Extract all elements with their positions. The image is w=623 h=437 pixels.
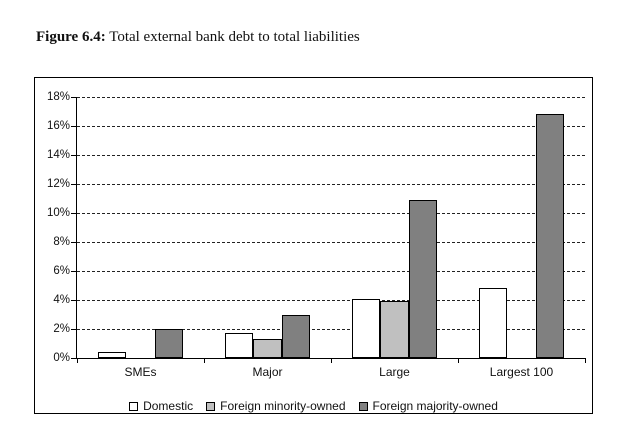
- legend-item-foreign-minority-owned: Foreign minority-owned: [206, 399, 346, 413]
- y-axis-tick: [71, 271, 76, 272]
- bar-foreign-minority-owned-major: [253, 339, 282, 358]
- legend-item-domestic: Domestic: [129, 399, 193, 413]
- gridline: [77, 184, 585, 185]
- y-axis-label: 4%: [53, 294, 70, 306]
- gridline: [77, 155, 585, 156]
- gridline: [77, 300, 585, 301]
- gridline: [77, 242, 585, 243]
- x-axis-tick: [458, 358, 459, 363]
- y-axis-tick: [71, 97, 76, 98]
- y-axis-label: 2%: [53, 323, 70, 335]
- gridline: [77, 329, 585, 330]
- y-axis-tick: [71, 155, 76, 156]
- y-axis-label: 16%: [46, 120, 70, 132]
- y-axis-tick: [71, 126, 76, 127]
- chart-legend: Domestic Foreign minority-owned Foreign ma…: [35, 399, 592, 413]
- x-axis-tick: [585, 358, 586, 363]
- gridline: [77, 271, 585, 272]
- legend-label: Domestic: [143, 399, 194, 413]
- legend-label: Foreign minority-owned: [220, 399, 346, 413]
- bar-domestic-largest-100: [479, 288, 508, 358]
- y-axis-label: 10%: [46, 207, 70, 219]
- y-axis-tick: [71, 300, 76, 301]
- x-axis-label: Large: [379, 365, 410, 379]
- y-axis-tick: [71, 329, 76, 330]
- bar-foreign-minority-owned-large: [380, 301, 409, 358]
- legend-label: Foreign majority-owned: [372, 399, 498, 413]
- bar-domestic-large: [352, 298, 381, 358]
- y-axis-label: 12%: [46, 178, 70, 190]
- chart-frame: SMEs Major Large Largest 100 0% 2% 4% 6% 8% 10% 1…: [34, 77, 593, 414]
- y-axis-tick: [71, 213, 76, 214]
- y-axis-tick: [71, 242, 76, 243]
- x-axis-label: SMEs: [124, 365, 157, 379]
- plot-area: SMEs Major Large Largest 100: [76, 97, 586, 379]
- bar-foreign-majority-owned-major: [281, 314, 310, 358]
- legend-item-foreign-majority-owned: Foreign majority-owned: [358, 399, 498, 413]
- figure-number-label: Figure 6.4:: [36, 29, 106, 45]
- x-axis-tick: [204, 358, 205, 363]
- bar-domestic-smes: [98, 352, 127, 358]
- y-axis-label: 14%: [46, 149, 70, 161]
- bar-domestic-major: [225, 333, 254, 358]
- gridline: [77, 213, 585, 214]
- gridline: [77, 97, 585, 98]
- x-axis-tick: [331, 358, 332, 363]
- x-axis-label: Largest 100: [489, 365, 554, 379]
- y-axis-label: 6%: [53, 265, 70, 277]
- y-axis-tick: [71, 184, 76, 185]
- y-axis-label: 8%: [53, 236, 70, 248]
- gridline: [77, 126, 585, 127]
- x-axis-label: Major: [252, 365, 283, 379]
- legend-swatch-foreign-minority-owned: [206, 401, 216, 411]
- y-axis-label: 0%: [53, 352, 70, 364]
- figure-caption: Total external bank debt to total liabil…: [105, 29, 360, 45]
- y-axis-label: 18%: [46, 91, 70, 103]
- legend-swatch-foreign-majority-owned: [358, 401, 368, 411]
- bar-foreign-majority-owned-large: [408, 199, 437, 358]
- figure-title: Figure 6.4: Total external bank debt to …: [36, 29, 360, 46]
- legend-swatch-domestic: [129, 401, 139, 411]
- bar-foreign-majority-owned-largest-100: [535, 114, 564, 358]
- y-axis-tick: [71, 358, 76, 359]
- bar-foreign-majority-owned-smes: [154, 329, 183, 358]
- x-axis-tick: [77, 358, 78, 363]
